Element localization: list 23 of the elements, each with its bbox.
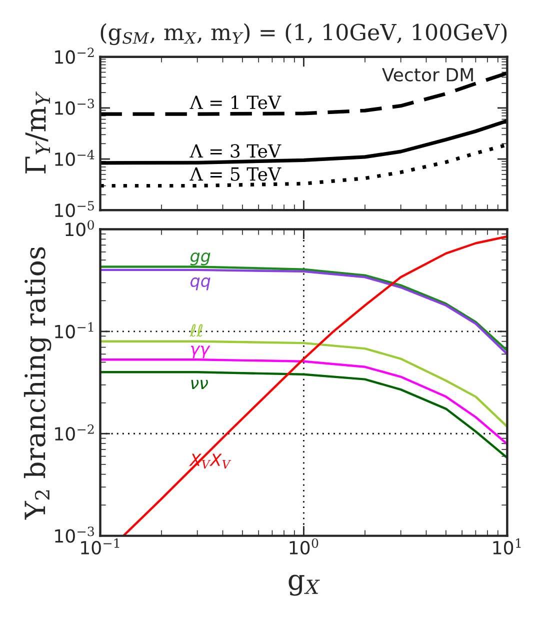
y-tick-label: 10$^{−2}$ <box>55 48 94 64</box>
series-label: Λ = 1 TeV <box>190 95 282 110</box>
x-tick-label: 10$^{0}$ <box>290 538 318 555</box>
y-tick-label: 10$^{−3}$ <box>55 98 94 115</box>
y-tick-label: 10$^{−5}$ <box>55 201 94 218</box>
y-axis-title: Γ$_{Y}$/m$_{Y}$ <box>25 91 50 174</box>
y-tick-label: 10$^{−2}$ <box>55 424 94 441</box>
x-tick-label: 10$^{−1}$ <box>81 538 120 555</box>
series-label: νν <box>191 380 208 389</box>
series-label: ℓℓ <box>190 324 203 337</box>
y-tick-label: 10$^{0}$ <box>66 220 94 236</box>
y-tick-label: 10$^{−4}$ <box>55 150 94 166</box>
chart-title: (g$_{SM}$, m$_{X}$, m$_{Y}$) = (1, 10GeV, 100GeV) <box>100 23 507 46</box>
series-label: γγ <box>191 346 210 358</box>
series-label: gg <box>190 252 210 266</box>
series-label: qq <box>190 277 210 290</box>
x-axis-title: g$_{X}$ <box>288 574 320 596</box>
series-label: Λ = 5 TeV <box>190 167 282 181</box>
series-label: Λ = 3 TeV <box>190 144 282 158</box>
y-axis-title: Y$_{2}$ branching ratios <box>24 247 52 520</box>
x-tick-label: 10$^{1}$ <box>493 538 521 555</box>
annotation: Vector DM <box>382 68 473 82</box>
y-tick-label: 10$^{−1}$ <box>55 322 94 338</box>
